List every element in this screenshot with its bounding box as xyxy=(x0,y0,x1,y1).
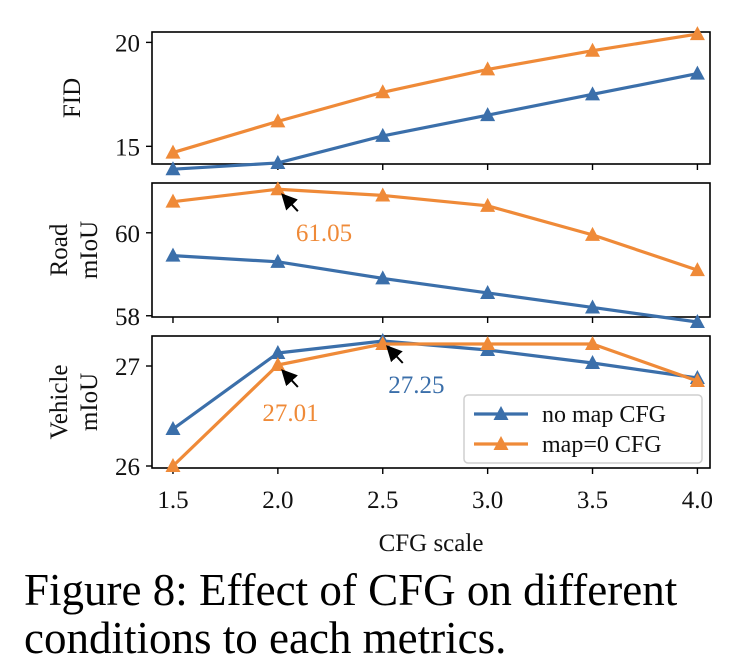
data-point xyxy=(689,262,705,277)
y-tick-label: 60 xyxy=(115,221,140,248)
x-tick-label: 2.5 xyxy=(367,487,398,514)
legend-marker xyxy=(493,406,509,420)
data-point xyxy=(165,193,181,208)
data-point xyxy=(375,127,391,142)
series-line-2 xyxy=(171,342,698,468)
data-point xyxy=(165,144,181,159)
caption-line-1: Figure 8: Effect of CFG on different xyxy=(24,565,678,615)
data-point xyxy=(585,226,601,241)
data-point xyxy=(375,270,391,285)
data-point xyxy=(270,357,286,371)
data-point xyxy=(689,313,705,328)
panel-1: 15 20 FID xyxy=(59,26,711,176)
data-point xyxy=(165,421,181,435)
legend: no map CFG map=0 CFG xyxy=(463,394,703,464)
data-point xyxy=(270,154,286,169)
data-point xyxy=(375,84,391,99)
x-axis-label: CFG scale xyxy=(379,530,484,557)
data-point xyxy=(689,26,705,41)
x-tick-label: 2.0 xyxy=(262,487,293,514)
x-tick-label: 3.0 xyxy=(472,487,503,514)
data-point xyxy=(585,42,601,57)
series-line-1 xyxy=(172,254,698,324)
annotation-arrow xyxy=(386,345,404,364)
data-point xyxy=(585,355,601,369)
y-tick-label: 26 xyxy=(115,454,140,481)
data-point xyxy=(165,161,181,176)
y-axis-label: Road xyxy=(46,223,73,276)
data-point xyxy=(165,458,181,472)
panel-2: 58 60 Road mIoU 61.05 xyxy=(46,181,711,331)
x-tick-label: 4.0 xyxy=(682,487,713,514)
legend-label: map=0 CFG xyxy=(542,432,662,458)
series-line-2 xyxy=(172,187,698,272)
annotation-arrow xyxy=(281,193,299,212)
annotation-label: 27.01 xyxy=(262,400,318,427)
data-point xyxy=(480,61,496,76)
panel-frame xyxy=(151,335,711,469)
annotation-label: 61.05 xyxy=(296,220,352,247)
annotation-label: 27.25 xyxy=(388,372,444,399)
y-axis-label: Vehicle xyxy=(46,365,73,440)
data-point xyxy=(585,299,601,314)
data-point xyxy=(480,336,496,350)
data-point xyxy=(165,247,181,262)
legend-marker xyxy=(493,436,509,450)
data-point xyxy=(480,284,496,299)
panel-frame xyxy=(151,182,711,318)
data-point xyxy=(480,197,496,212)
data-point xyxy=(585,86,601,101)
x-tick-label: 1.5 xyxy=(157,487,188,514)
y-axis-label: FID xyxy=(59,78,86,118)
figure-caption: Figure 8: Effect of CFG on different con… xyxy=(24,566,744,662)
y-axis-label: mIoU xyxy=(76,373,103,431)
legend-box xyxy=(463,394,703,464)
data-point xyxy=(689,373,705,387)
x-tick-label: 3.5 xyxy=(577,487,608,514)
data-point xyxy=(270,181,286,196)
data-point xyxy=(689,65,705,80)
y-tick-label: 27 xyxy=(115,354,140,381)
panel-3: 26 27 Vehicle mIoU 27.25 27.01 xyxy=(46,333,711,481)
data-point xyxy=(480,107,496,122)
data-point xyxy=(585,336,601,350)
data-point xyxy=(270,345,286,359)
y-tick-label: 20 xyxy=(115,30,140,57)
legend-label: no map CFG xyxy=(542,402,666,428)
annotation-arrow xyxy=(281,369,299,388)
series-line-2 xyxy=(172,32,698,155)
data-point xyxy=(270,253,286,268)
caption-line-2: conditions to each metrics. xyxy=(24,613,507,663)
series-line-1 xyxy=(172,72,698,171)
y-axis-label: mIoU xyxy=(76,221,103,279)
data-point xyxy=(270,113,286,128)
y-tick-label: 58 xyxy=(115,304,140,331)
y-tick-label: 15 xyxy=(115,134,140,161)
data-point xyxy=(375,187,391,202)
panel-frame xyxy=(151,31,711,165)
